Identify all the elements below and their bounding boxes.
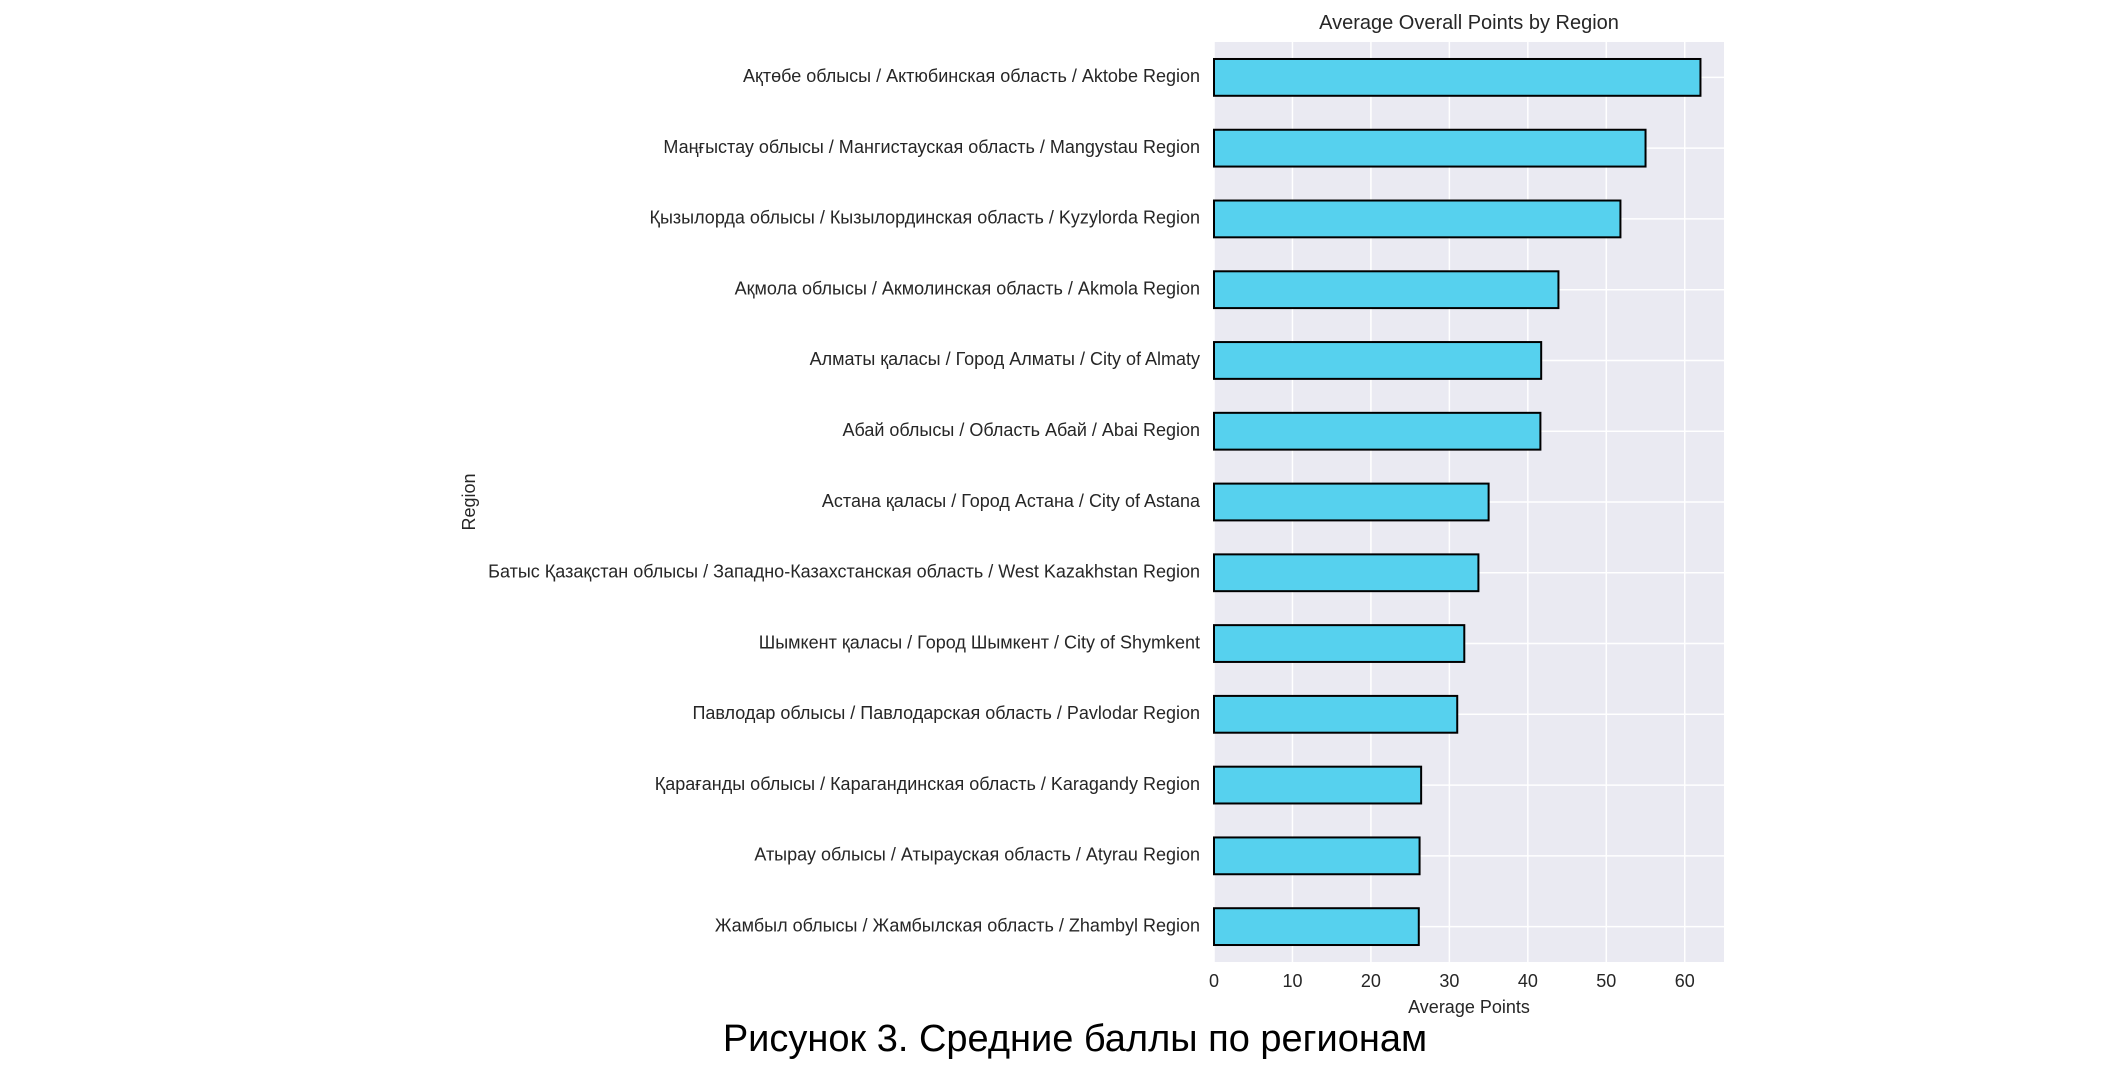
bars <box>1213 57 1702 947</box>
bar <box>1213 128 1647 168</box>
y-tick-label: Алматы қаласы / Город Алматы / City of A… <box>810 349 1200 369</box>
bar <box>1213 765 1423 805</box>
bar <box>1213 482 1490 522</box>
x-tick-label: 30 <box>1439 971 1459 991</box>
bar <box>1213 341 1543 380</box>
y-tick-label: Ақмола облысы / Акмолинская область / Ak… <box>735 278 1200 298</box>
bar <box>1213 553 1480 593</box>
bar <box>1213 199 1622 239</box>
bar <box>1213 907 1420 947</box>
figure-caption: Рисунок 3. Средние баллы по регионам <box>722 1018 1428 1060</box>
y-tick-labels: Ақтөбе облысы / Актюбинская область / Ak… <box>488 66 1201 935</box>
x-tick-label: 40 <box>1518 971 1538 991</box>
y-tick-label: Маңғыстау облысы / Мангистауская область… <box>663 137 1200 157</box>
x-tick-label: 10 <box>1282 971 1302 991</box>
bar <box>1213 411 1542 451</box>
bar <box>1213 836 1421 876</box>
y-tick-label: Астана қаласы / Город Астана / City of A… <box>822 491 1201 511</box>
y-tick-label: Атырау облысы / Атырауская область / Aty… <box>754 845 1200 865</box>
y-tick-label: Павлодар облысы / Павлодарская область /… <box>692 703 1200 723</box>
x-tick-labels: 0 10 20 30 40 50 60 <box>1209 971 1695 991</box>
x-tick-label: 0 <box>1209 971 1219 991</box>
y-tick-label: Жамбыл облысы / Жамбылская область / Zha… <box>715 915 1200 935</box>
y-tick-label: Шымкент қаласы / Город Шымкент / City of… <box>759 632 1200 652</box>
x-tick-label: 60 <box>1675 971 1695 991</box>
y-tick-label: Қарағанды облысы / Карагандинская област… <box>655 774 1200 794</box>
bar <box>1213 57 1702 97</box>
y-axis-label: Region <box>459 473 479 530</box>
x-axis-label: Average Points <box>1408 997 1530 1017</box>
bar <box>1213 694 1459 734</box>
bar <box>1213 270 1560 310</box>
y-tick-label: Ақтөбе облысы / Актюбинская область / Ak… <box>743 66 1200 86</box>
y-tick-label: Абай облысы / Область Абай / Abai Region <box>842 420 1200 440</box>
y-tick-label: Батыс Қазақстан облысы / Западно-Казахст… <box>488 562 1200 582</box>
bar <box>1213 624 1466 663</box>
x-tick-label: 50 <box>1596 971 1616 991</box>
y-tick-label: Қызылорда облысы / Кызылординская област… <box>649 208 1200 228</box>
x-tick-label: 20 <box>1361 971 1381 991</box>
chart-title: Average Overall Points by Region <box>1319 12 1619 34</box>
